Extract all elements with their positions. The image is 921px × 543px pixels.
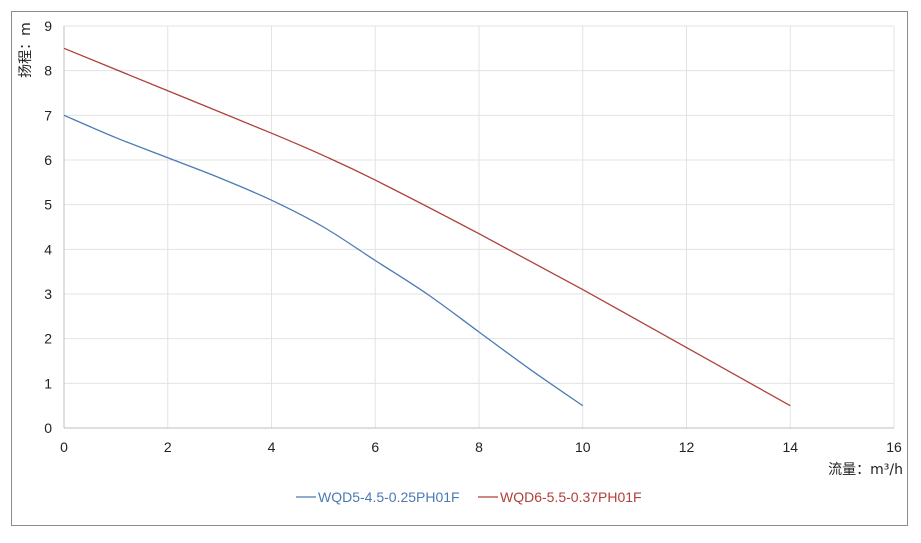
series-lines <box>63 47 791 407</box>
y-tick-label: 2 <box>44 331 52 347</box>
x-tick-label: 6 <box>371 439 379 455</box>
y-tick-label: 8 <box>44 63 52 79</box>
legend-label-2: WQD6-5.5-0.37PH01F <box>500 489 642 505</box>
legend-label-1: WQD5-4.5-0.25PH01F <box>318 489 460 505</box>
y-axis-label: 扬程：m <box>18 22 34 78</box>
y-tick-label: 4 <box>44 241 52 257</box>
y-tick-labels: 0 1 2 3 4 5 6 7 8 9 <box>44 18 52 436</box>
x-tick-label: 10 <box>575 439 591 455</box>
x-tick-label: 16 <box>886 439 902 455</box>
y-tick-label: 1 <box>44 375 52 391</box>
x-tick-label: 4 <box>268 439 276 455</box>
legend: WQD5-4.5-0.25PH01F WQD6-5.5-0.37PH01F <box>296 489 642 505</box>
x-axis-label: 流量：m³/h <box>828 462 903 478</box>
y-tick-label: 0 <box>44 420 52 436</box>
y-tick-label: 6 <box>44 152 52 168</box>
grid-lines <box>64 25 895 428</box>
chart-frame <box>11 11 908 526</box>
y-tick-label: 9 <box>44 18 52 34</box>
x-tick-label: 8 <box>475 439 483 455</box>
series-line-1 <box>63 114 584 407</box>
x-tick-label: 0 <box>60 439 68 455</box>
axes <box>63 26 894 429</box>
y-tick-label: 5 <box>44 197 52 213</box>
y-tick-label: 3 <box>44 286 52 302</box>
x-tick-label: 14 <box>782 439 798 455</box>
x-tick-label: 2 <box>164 439 172 455</box>
y-tick-label: 7 <box>44 107 52 123</box>
x-tick-label: 12 <box>679 439 695 455</box>
x-tick-labels: 0 2 4 6 8 10 12 14 16 <box>60 439 902 455</box>
series-line-2 <box>63 47 791 407</box>
